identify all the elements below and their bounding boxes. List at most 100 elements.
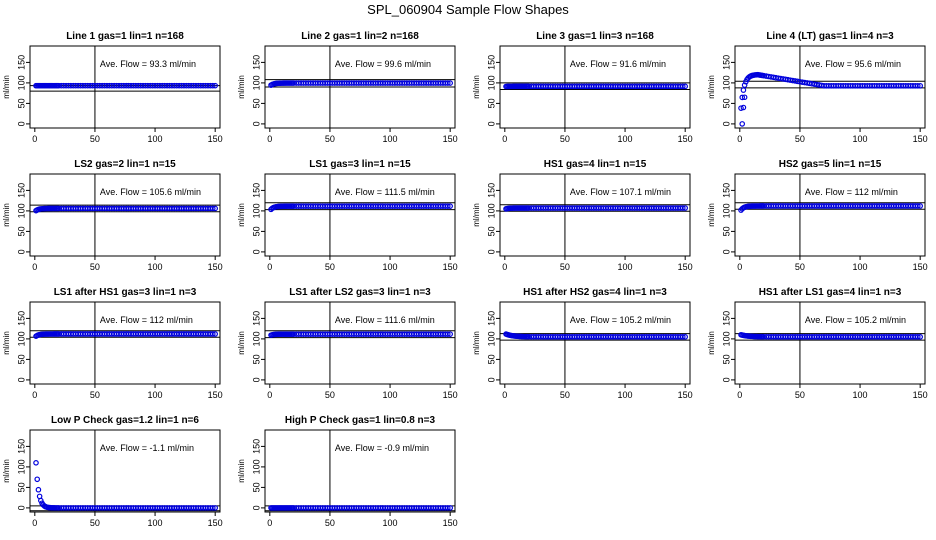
data-point: [447, 331, 453, 337]
ave-flow-annotation: Ave. Flow = 105.2 ml/min: [570, 315, 671, 325]
data-point: [444, 203, 451, 209]
x-tick-label: 150: [443, 518, 458, 528]
chart-panel: LS1 after HS1 gas=3 lin=1 n=3 ml/min 0 50 10…: [2, 287, 223, 400]
x-tick-label: 50: [325, 262, 335, 272]
y-tick-label: 100: [486, 203, 496, 218]
x-tick-label: 100: [618, 262, 633, 272]
x-tick-label: 100: [383, 134, 398, 144]
y-tick-label: 50: [16, 98, 26, 108]
y-tick-label: 50: [16, 482, 26, 492]
y-tick-label: 0: [721, 377, 731, 382]
y-tick-label: 100: [16, 459, 26, 474]
plot-frame: [499, 301, 691, 385]
y-tick-label: 0: [721, 121, 731, 126]
chart-panel: HS1 gas=4 lin=1 n=15 ml/min 0 50 100 150 0 50 10…: [472, 159, 693, 272]
data-point: [447, 505, 453, 511]
panel-title: Line 1 gas=1 lin=1 n=168: [66, 31, 184, 42]
y-tick-label: 50: [251, 482, 261, 492]
x-tick-label: 0: [502, 390, 507, 400]
y-tick-label: 0: [16, 377, 26, 382]
x-tick-label: 150: [443, 134, 458, 144]
y-tick-label: 150: [251, 439, 261, 454]
ave-flow-annotation: Ave. Flow = 112 ml/min: [805, 187, 898, 197]
data-point: [914, 334, 921, 340]
y-tick-label: 100: [16, 331, 26, 346]
y-tick-label: 150: [486, 183, 496, 198]
data-point: [741, 94, 748, 101]
x-tick-label: 0: [32, 518, 37, 528]
y-tick-label: 0: [486, 377, 496, 382]
ave-flow-annotation: Ave. Flow = 105.6 ml/min: [100, 187, 201, 197]
plot-frame: [29, 429, 221, 513]
x-tick-label: 100: [148, 518, 163, 528]
ave-flow-annotation: Ave. Flow = 111.6 ml/min: [335, 315, 435, 325]
x-tick-label: 0: [737, 134, 742, 144]
data-point: [738, 105, 744, 111]
chart-panel: High P Check gas=1 lin=0.8 n=3 ml/min 0 50 1…: [237, 415, 458, 528]
data-point: [682, 334, 688, 340]
data-point: [209, 82, 216, 89]
y-tick-label: 100: [721, 75, 731, 90]
x-tick-label: 50: [560, 134, 570, 144]
chart-panel: Line 1 gas=1 lin=1 n=168 ml/min 0 50 100 150 0…: [2, 31, 223, 144]
x-tick-label: 50: [325, 390, 335, 400]
x-tick-label: 100: [618, 134, 633, 144]
y-tick-label: 0: [486, 249, 496, 254]
y-tick-label: 0: [251, 249, 261, 254]
figure-title: SPL_060904 Sample Flow Shapes: [367, 2, 569, 17]
ave-flow-annotation: Ave. Flow = 95.6 ml/min: [805, 59, 901, 69]
y-axis-label: ml/min: [2, 75, 11, 99]
plot-frame: [499, 173, 691, 257]
y-tick-label: 0: [721, 249, 731, 254]
x-tick-label: 100: [148, 262, 163, 272]
panel-title: Line 2 gas=1 lin=2 n=168: [301, 31, 419, 42]
y-tick-label: 100: [721, 203, 731, 218]
y-tick-label: 50: [721, 354, 731, 364]
y-tick-label: 100: [251, 459, 261, 474]
y-axis-label: ml/min: [707, 203, 716, 227]
x-tick-label: 0: [32, 390, 37, 400]
y-tick-label: 50: [721, 226, 731, 236]
y-axis-label: ml/min: [472, 203, 481, 227]
chart-panel: Line 4 (LT) gas=1 lin=4 n=3 ml/min 0 50 100 1…: [707, 31, 928, 144]
ave-flow-annotation: Ave. Flow = 112 ml/min: [100, 315, 193, 325]
y-tick-label: 150: [486, 55, 496, 70]
y-tick-label: 50: [486, 354, 496, 364]
data-point: [914, 203, 921, 209]
y-tick-label: 150: [486, 311, 496, 326]
chart-panel: HS1 after LS1 gas=4 lin=1 n=3 ml/min 0 50 10…: [707, 287, 928, 400]
data-point: [34, 476, 41, 483]
x-tick-label: 100: [618, 390, 633, 400]
data-point: [212, 331, 218, 337]
y-tick-label: 150: [251, 55, 261, 70]
x-tick-label: 50: [795, 262, 805, 272]
ave-flow-annotation: Ave. Flow = 99.6 ml/min: [335, 59, 431, 69]
ave-flow-annotation: Ave. Flow = 107.1 ml/min: [570, 187, 671, 197]
y-axis-label: ml/min: [707, 331, 716, 355]
y-axis-label: ml/min: [2, 331, 11, 355]
x-tick-label: 0: [267, 262, 272, 272]
x-tick-label: 100: [853, 134, 868, 144]
chart-panel: HS2 gas=5 lin=1 n=15 ml/min 0 50 100 150 0 50 10…: [707, 159, 928, 272]
y-tick-label: 150: [251, 311, 261, 326]
y-tick-label: 0: [486, 121, 496, 126]
y-axis-label: ml/min: [2, 459, 11, 483]
ave-flow-annotation: Ave. Flow = -1.1 ml/min: [100, 443, 194, 453]
data-point: [444, 505, 451, 511]
panel-title: Line 4 (LT) gas=1 lin=4 n=3: [766, 31, 894, 42]
panel-title: Line 3 gas=1 lin=3 n=168: [536, 31, 654, 42]
chart-panel: LS1 after LS2 gas=3 lin=1 n=3 ml/min 0 50 10…: [237, 287, 458, 400]
x-tick-label: 50: [325, 134, 335, 144]
x-tick-label: 150: [678, 390, 693, 400]
x-tick-label: 50: [90, 390, 100, 400]
x-tick-label: 0: [32, 134, 37, 144]
panel-title: Low P Check gas=1.2 lin=1 n=6: [51, 415, 199, 426]
data-point: [35, 486, 42, 493]
y-axis-label: ml/min: [237, 459, 246, 483]
x-tick-label: 0: [267, 390, 272, 400]
x-tick-label: 50: [325, 518, 335, 528]
x-tick-label: 0: [267, 134, 272, 144]
x-tick-label: 100: [148, 390, 163, 400]
x-tick-label: 50: [90, 134, 100, 144]
